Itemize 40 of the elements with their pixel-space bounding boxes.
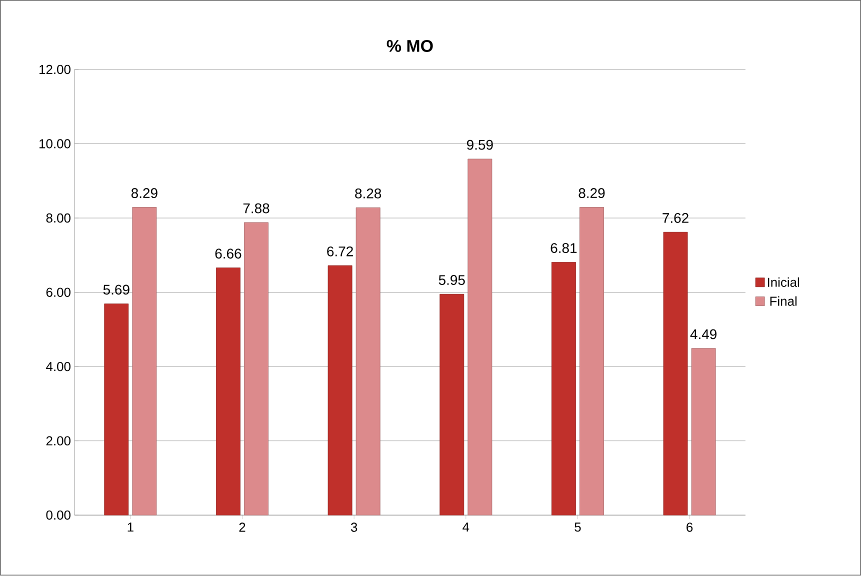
x-tick-label: 1: [128, 522, 134, 532]
bar: [551, 262, 576, 516]
data-label: 8.28: [355, 188, 382, 199]
data-label: 5.95: [438, 275, 465, 286]
y-tick-label: 10.00: [40, 139, 70, 149]
data-label: 8.29: [131, 188, 158, 198]
x-tick-label: 4: [462, 522, 470, 532]
data-label: 9.59: [466, 140, 493, 150]
bar: [328, 266, 352, 516]
legend-label: Final: [770, 296, 797, 306]
y-tick-label: 6.00: [46, 288, 70, 298]
bar: [580, 207, 604, 516]
bar: [691, 348, 716, 516]
y-tick-label: 8.00: [46, 214, 70, 223]
data-label: 4.49: [690, 329, 716, 340]
data-label: 8.29: [578, 188, 605, 198]
bar: [244, 222, 268, 516]
bar: [440, 294, 464, 516]
bar: [468, 158, 492, 516]
bar: [663, 232, 688, 516]
y-tick-label: 0.00: [46, 510, 70, 520]
y-tick-label: 4.00: [46, 362, 70, 372]
x-tick-label: 2: [239, 522, 246, 532]
data-label: 7.62: [662, 213, 688, 224]
legend-label: Inicial: [768, 278, 800, 288]
y-tick-label: 12.00: [40, 65, 70, 74]
bar: [132, 207, 157, 516]
chart-title: % MO: [386, 40, 433, 52]
data-label: 6.81: [550, 243, 577, 254]
data-label: 7.88: [243, 204, 270, 214]
bar: [104, 304, 129, 516]
data-label: 5.69: [103, 284, 130, 295]
bar: [356, 208, 380, 516]
data-label: 6.72: [327, 246, 353, 257]
x-tick-label: 3: [350, 522, 358, 532]
x-tick-label: 6: [686, 522, 693, 532]
y-tick-label: 2.00: [46, 436, 70, 446]
bar: [216, 268, 240, 516]
x-tick-label: 5: [574, 522, 581, 532]
data-label: 6.66: [215, 248, 242, 259]
